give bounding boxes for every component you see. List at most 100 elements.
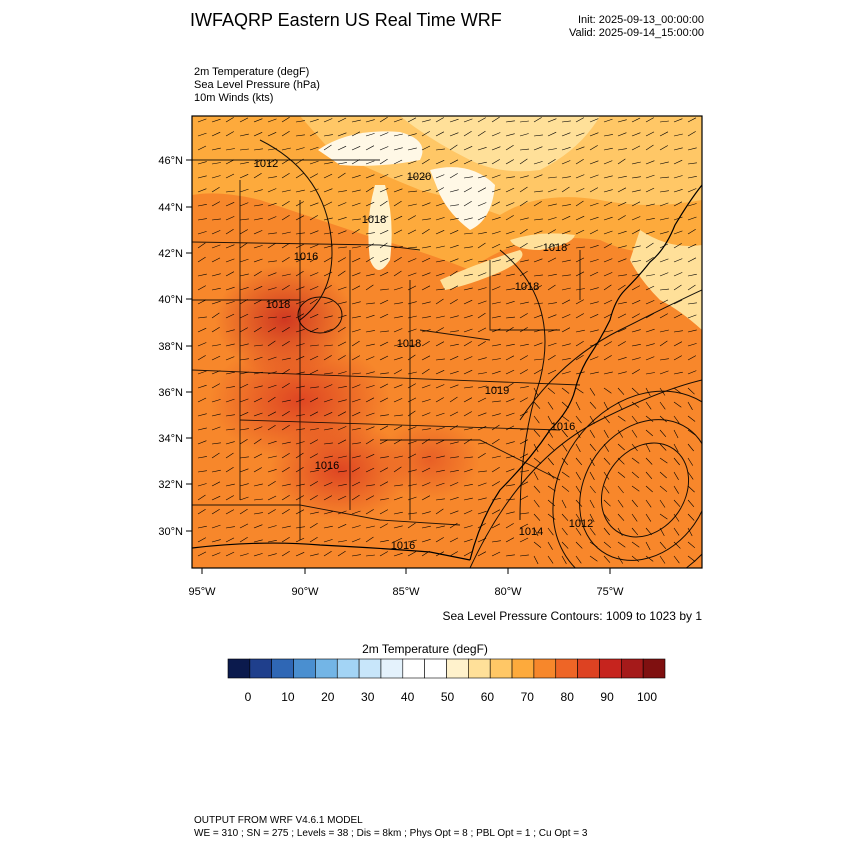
wind-barb: [267, 316, 277, 319]
wind-barb: [239, 358, 249, 361]
wind-barb: [239, 148, 249, 151]
wind-barb: [435, 341, 445, 347]
wind-barb: [449, 299, 458, 305]
wind-barb: [477, 130, 486, 137]
wind-barb: [519, 259, 529, 263]
wind-barb: [533, 190, 543, 193]
colorbar-swatch: [577, 658, 600, 679]
wind-barb: [449, 244, 459, 249]
wind-barb: [267, 411, 277, 417]
wind-barb: [519, 158, 528, 165]
wind-barb: [533, 134, 543, 137]
wind-barb: [253, 483, 263, 487]
wind-barb: [309, 244, 319, 249]
pressure-label: 1018: [543, 242, 567, 254]
wind-barb: [533, 457, 542, 464]
wind-barb: [645, 300, 655, 305]
wind-barb: [281, 425, 290, 431]
wind-barb: [435, 230, 445, 235]
wind-barb: [421, 428, 431, 431]
wind-barb: [393, 439, 402, 445]
wind-barb: [309, 495, 318, 501]
wind-barb: [589, 527, 596, 536]
wind-barb: [491, 188, 501, 193]
wind-barb: [477, 357, 487, 361]
wind-barb: [225, 301, 235, 305]
wind-barb: [547, 244, 557, 249]
wind-barb: [365, 133, 375, 137]
wind-barb: [197, 161, 207, 165]
wind-barb: [491, 467, 500, 473]
wind-barb: [533, 541, 542, 548]
wind-barb: [197, 273, 207, 277]
wind-barb: [449, 118, 459, 123]
wind-barb: [435, 397, 444, 403]
wind-barb: [449, 144, 458, 151]
wind-barb: [603, 230, 613, 235]
wind-barb: [239, 242, 248, 249]
wind-barb: [211, 162, 221, 165]
wind-barb: [659, 299, 669, 305]
wind-barb: [589, 555, 598, 562]
wind-barb: [659, 217, 669, 221]
wind-barb: [547, 387, 556, 394]
wind-barb: [589, 356, 599, 361]
wind-barb: [197, 384, 207, 389]
wind-barb: [393, 302, 403, 305]
wind-barb: [393, 316, 403, 319]
wind-barb: [561, 259, 571, 263]
wind-barb: [323, 245, 333, 249]
wind-barb: [645, 513, 652, 522]
wind-barb: [435, 148, 445, 151]
wind-barb: [197, 470, 207, 473]
wind-barb: [477, 300, 487, 305]
wind-barb: [561, 274, 571, 277]
wind-barb: [225, 356, 235, 361]
wind-barb: [491, 400, 501, 403]
wind-barb: [365, 467, 375, 473]
wind-barb: [393, 369, 403, 375]
wind-barb: [519, 148, 530, 151]
wind-barb: [631, 201, 641, 207]
wind-barb: [225, 159, 235, 165]
wind-barb: [253, 271, 262, 277]
wind-barb: [659, 499, 666, 508]
wind-barb: [211, 218, 221, 221]
wind-barb: [197, 525, 207, 529]
wind-barb: [589, 202, 599, 207]
wind-barb: [239, 174, 249, 179]
wind-barb: [267, 243, 276, 249]
wind-barb: [575, 555, 582, 564]
wind-barb: [351, 538, 361, 543]
wind-barb: [211, 524, 221, 529]
wind-barb: [379, 242, 388, 249]
wind-barb: [365, 330, 375, 333]
wind-barb: [197, 327, 207, 333]
wind-barb: [575, 401, 581, 411]
wind-barb: [561, 471, 570, 478]
wind-barb: [323, 511, 333, 515]
wind-barb: [491, 328, 501, 333]
wind-barb: [295, 270, 304, 277]
wind-barb: [295, 537, 305, 543]
wind-barb: [295, 232, 305, 235]
wind-barb: [323, 344, 333, 347]
wind-barb: [463, 411, 472, 417]
wind-barb: [323, 271, 333, 277]
wind-barb: [421, 384, 431, 389]
wind-barb: [589, 145, 598, 151]
wind-barb: [253, 217, 263, 221]
wind-barb: [617, 527, 623, 537]
wind-barb: [533, 527, 539, 537]
wind-barb: [225, 313, 235, 319]
wind-barb: [589, 457, 595, 466]
wind-barb: [519, 175, 529, 179]
wind-barb: [617, 313, 627, 319]
wind-barb: [463, 273, 473, 277]
wind-barb: [575, 159, 584, 165]
wind-barb: [351, 257, 361, 263]
wind-barb: [561, 147, 571, 151]
wind-barb: [659, 443, 667, 451]
wind-barb: [617, 230, 627, 235]
wind-barb: [645, 131, 655, 137]
